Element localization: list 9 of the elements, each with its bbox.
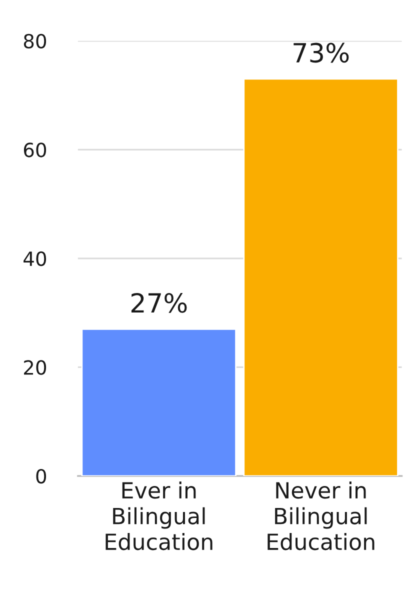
y-tick-label: 20 xyxy=(24,360,46,375)
data-label: 73% xyxy=(294,42,349,63)
y-tick-label: 40 xyxy=(24,251,46,266)
y-tick-label: 0 xyxy=(36,468,46,484)
y-tick-label: 60 xyxy=(24,142,46,158)
data-label: 27% xyxy=(131,292,187,313)
y-tick-label: 80 xyxy=(24,34,46,49)
x-tick-label: Never in Bilingual Education xyxy=(268,482,374,550)
x-tick-label: Ever in Bilingual Education xyxy=(106,482,212,550)
